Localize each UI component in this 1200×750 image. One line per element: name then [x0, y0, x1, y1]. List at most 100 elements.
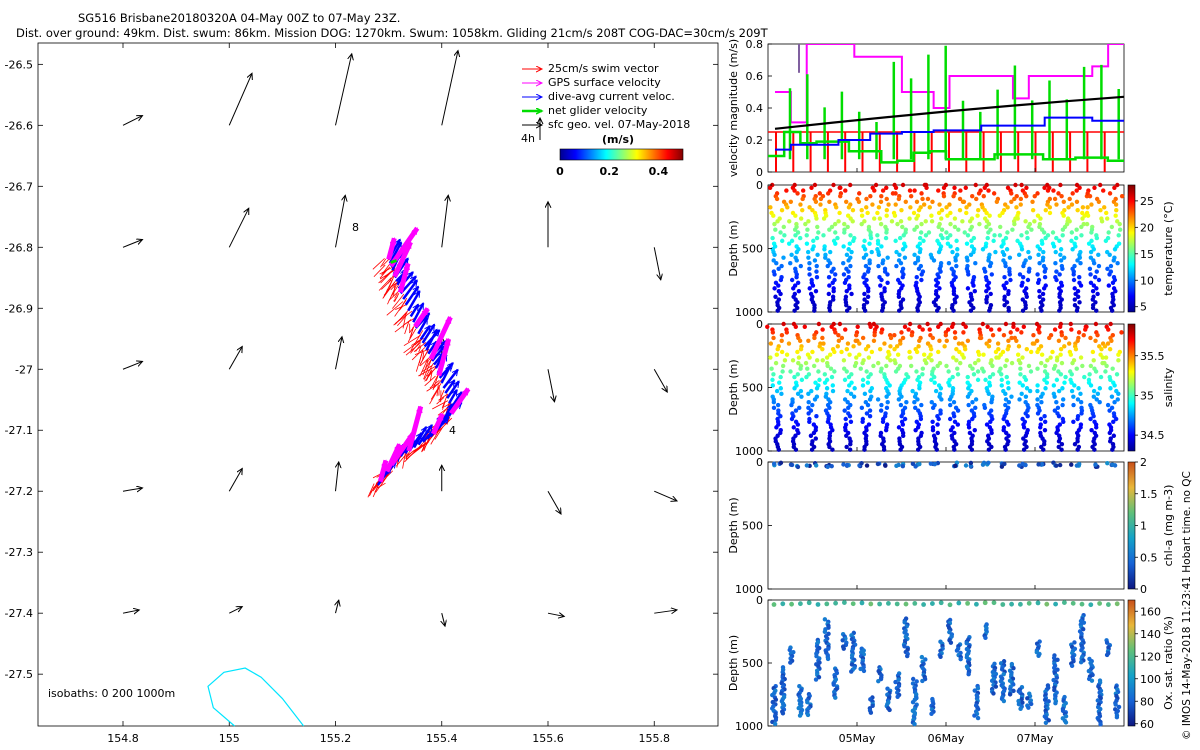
data-point	[1091, 414, 1096, 419]
data-point	[1003, 235, 1009, 241]
data-point	[1113, 702, 1118, 707]
data-point	[918, 230, 924, 235]
data-point	[799, 394, 804, 399]
data-point	[1040, 241, 1045, 246]
data-point	[859, 207, 864, 213]
data-point	[782, 233, 787, 238]
legend-colorbar-title: (m/s)	[602, 133, 634, 146]
data-point	[900, 247, 906, 252]
data-point	[771, 400, 777, 405]
data-point	[1056, 414, 1062, 419]
data-point	[879, 193, 884, 199]
data-point	[939, 207, 945, 213]
data-point	[1053, 261, 1058, 266]
data-point	[1017, 380, 1022, 385]
data-point	[809, 185, 814, 190]
data-point	[929, 711, 934, 717]
dac-vector	[448, 390, 458, 404]
data-point	[849, 669, 854, 674]
swim-vector	[390, 283, 400, 297]
data-point	[1112, 247, 1118, 252]
data-point	[1089, 230, 1094, 235]
data-point	[778, 374, 783, 380]
data-point	[1023, 377, 1029, 383]
data-point	[1037, 261, 1042, 266]
data-point	[947, 202, 952, 207]
data-point	[1090, 305, 1096, 311]
data-point	[1001, 427, 1006, 433]
data-point	[1083, 327, 1088, 332]
data-point	[973, 397, 979, 402]
data-point	[1098, 722, 1103, 727]
data-point	[817, 344, 822, 349]
data-point	[987, 263, 993, 269]
data-point	[790, 358, 796, 363]
data-point	[1100, 355, 1105, 360]
data-point	[1056, 439, 1062, 444]
data-point	[1020, 700, 1025, 705]
data-point	[1016, 252, 1022, 258]
data-point	[1052, 196, 1058, 202]
legend-swim-label: 25cm/s swim vector	[548, 62, 659, 75]
data-point	[938, 269, 943, 274]
data-point	[795, 280, 801, 285]
data-point	[796, 355, 802, 360]
data-point	[1093, 462, 1098, 467]
salinity-colorbar	[1127, 323, 1136, 452]
data-point	[914, 275, 919, 280]
data-point	[1035, 411, 1041, 416]
data-point	[1021, 324, 1027, 329]
data-point	[1010, 227, 1015, 232]
data-point	[1039, 360, 1044, 366]
temperature-points	[767, 182, 1125, 313]
data-point	[1093, 338, 1098, 343]
data-point	[851, 394, 857, 399]
data-point	[1057, 308, 1062, 313]
data-point	[1054, 202, 1059, 207]
data-point	[1114, 207, 1119, 213]
data-point	[833, 272, 838, 277]
data-point	[846, 205, 852, 210]
data-point	[1052, 665, 1057, 671]
data-point	[883, 463, 888, 468]
data-point	[862, 391, 868, 397]
data-point	[952, 224, 958, 230]
sfc-geo-vector	[441, 51, 458, 126]
data-point	[893, 369, 899, 374]
data-point	[1054, 277, 1059, 283]
data-point	[1105, 216, 1110, 221]
map-y-tick-label: -26.8	[5, 241, 33, 254]
data-point	[1061, 199, 1066, 204]
data-point	[1058, 372, 1064, 377]
data-point	[880, 419, 886, 424]
data-point	[879, 330, 884, 335]
data-point	[900, 182, 906, 188]
data-point	[1060, 266, 1065, 272]
data-point	[800, 196, 805, 202]
data-point	[888, 358, 893, 363]
data-point	[964, 241, 970, 246]
data-point	[804, 233, 809, 238]
data-point	[1003, 321, 1009, 327]
data-point	[967, 219, 973, 224]
data-point	[972, 688, 977, 693]
data-point	[821, 216, 827, 221]
data-point	[825, 191, 831, 196]
data-point	[862, 308, 868, 313]
data-point	[921, 602, 926, 607]
data-point	[956, 600, 962, 606]
data-point	[1004, 374, 1009, 380]
data-point	[825, 419, 831, 424]
data-point	[1035, 191, 1040, 196]
data-point	[894, 249, 899, 255]
data-point	[780, 711, 786, 716]
data-point	[838, 193, 843, 199]
map-y-ticks: -26.5 -26.6 -26.7 -26.8 -26.9 -27 -27.1 -27.2 -2…	[5, 58, 718, 681]
data-point	[958, 188, 963, 193]
data-point	[1075, 439, 1080, 444]
data-point	[913, 405, 918, 411]
data-point	[976, 191, 982, 196]
swim-vector	[405, 342, 422, 356]
data-point	[862, 247, 868, 252]
